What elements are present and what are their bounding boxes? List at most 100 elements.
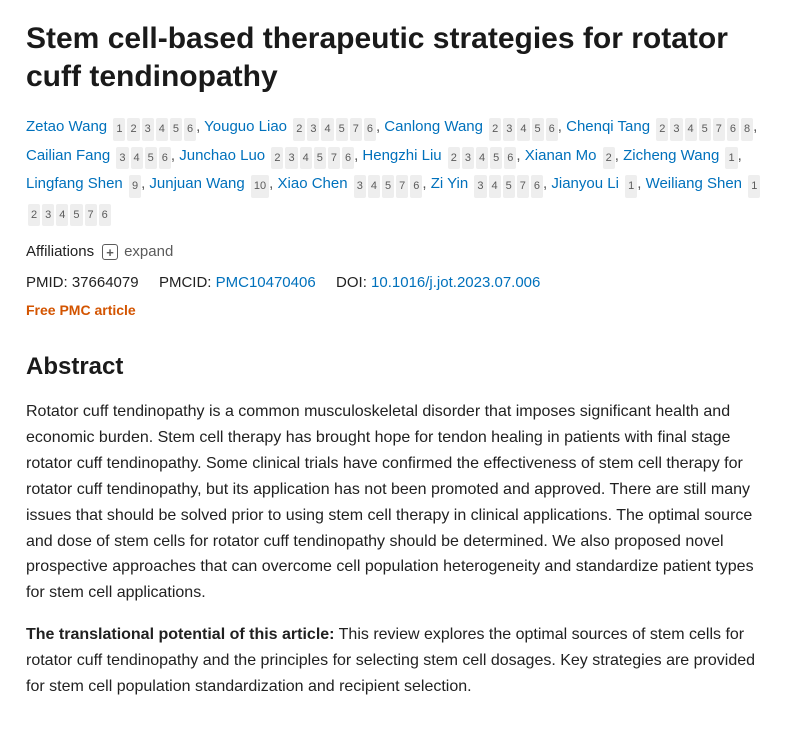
expand-affiliations-button[interactable]: + expand [102, 241, 173, 264]
affiliation-number: 4 [517, 118, 529, 141]
affiliations-row: Affiliations + expand [26, 241, 774, 264]
abstract-heading: Abstract [26, 349, 774, 385]
identifiers-row: PMID: 37664079 PMCID: PMC10470406 DOI: 1… [26, 272, 774, 295]
author-link[interactable]: Canlong Wang [384, 118, 483, 135]
affiliation-number: 5 [336, 118, 348, 141]
affiliation-number: 5 [699, 118, 711, 141]
author-link[interactable]: Jianyou Li [551, 175, 619, 192]
article-title: Stem cell-based therapeutic strategies f… [26, 20, 774, 95]
affiliation-number: 5 [532, 118, 544, 141]
author-link[interactable]: Zicheng Wang [623, 147, 719, 164]
affiliation-number: 4 [476, 147, 488, 170]
affiliation-number: 3 [116, 147, 128, 170]
affiliation-number: 10 [251, 175, 269, 198]
affiliation-number: 4 [685, 118, 697, 141]
affiliation-number: 4 [156, 118, 168, 141]
affiliation-number: 5 [314, 147, 326, 170]
author-link[interactable]: Chenqi Tang [566, 118, 650, 135]
affiliation-number: 6 [342, 147, 354, 170]
doi-label: DOI: [336, 274, 367, 291]
affiliation-number: 5 [503, 175, 515, 198]
affiliation-number: 3 [42, 204, 54, 227]
abstract-paragraph-1: Rotator cuff tendinopathy is a common mu… [26, 399, 774, 606]
author-link[interactable]: Xianan Mo [525, 147, 597, 164]
affiliation-number: 7 [713, 118, 725, 141]
affiliations-label: Affiliations [26, 241, 94, 264]
free-pmc-badge: Free PMC article [26, 300, 774, 321]
affiliation-number: 2 [448, 147, 460, 170]
affiliation-number: 5 [170, 118, 182, 141]
affiliation-number: 2 [127, 118, 139, 141]
affiliation-number: 2 [656, 118, 668, 141]
affiliation-number: 7 [517, 175, 529, 198]
affiliation-number: 3 [474, 175, 486, 198]
affiliation-number: 7 [350, 118, 362, 141]
affiliation-number: 3 [670, 118, 682, 141]
affiliation-number: 3 [503, 118, 515, 141]
affiliation-number: 6 [159, 147, 171, 170]
author-link[interactable]: Youguo Liao [204, 118, 287, 135]
affiliation-number: 4 [489, 175, 501, 198]
affiliation-number: 6 [504, 147, 516, 170]
affiliation-number: 4 [368, 175, 380, 198]
affiliation-number: 7 [328, 147, 340, 170]
author-separator: , [171, 147, 179, 164]
affiliation-number: 2 [603, 147, 615, 170]
affiliation-number: 3 [462, 147, 474, 170]
affiliation-number: 2 [28, 204, 40, 227]
affiliation-number: 8 [741, 118, 753, 141]
author-separator: , [753, 118, 757, 135]
author-separator: , [637, 175, 645, 192]
doi-link[interactable]: 10.1016/j.jot.2023.07.006 [371, 274, 540, 291]
affiliation-number: 3 [142, 118, 154, 141]
affiliation-number: 5 [382, 175, 394, 198]
author-separator: , [516, 147, 524, 164]
author-link[interactable]: Cailian Fang [26, 147, 110, 164]
pmcid-label: PMCID: [159, 274, 212, 291]
pmid-value: 37664079 [72, 274, 139, 291]
expand-label: expand [124, 241, 173, 264]
affiliation-number: 4 [131, 147, 143, 170]
affiliation-number: 4 [321, 118, 333, 141]
author-link[interactable]: Hengzhi Liu [362, 147, 441, 164]
affiliation-number: 4 [56, 204, 68, 227]
author-link[interactable]: Zetao Wang [26, 118, 107, 135]
affiliation-number: 1 [748, 175, 760, 198]
pmcid-link[interactable]: PMC10470406 [216, 274, 316, 291]
author-link[interactable]: Lingfang Shen [26, 175, 123, 192]
author-separator: , [422, 175, 430, 192]
affiliation-number: 1 [625, 175, 637, 198]
author-link[interactable]: Zi Yin [431, 175, 469, 192]
affiliation-number: 6 [531, 175, 543, 198]
author-separator: , [269, 175, 277, 192]
affiliation-number: 2 [489, 118, 501, 141]
affiliation-number: 6 [184, 118, 196, 141]
affiliation-number: 6 [364, 118, 376, 141]
affiliation-number: 3 [354, 175, 366, 198]
plus-icon: + [102, 244, 118, 260]
affiliation-number: 6 [99, 204, 111, 227]
affiliation-number: 7 [396, 175, 408, 198]
affiliation-number: 5 [70, 204, 82, 227]
affiliation-number: 5 [145, 147, 157, 170]
affiliation-number: 1 [725, 147, 737, 170]
authors-list: Zetao Wang 123456, Youguo Liao 234576, C… [26, 113, 774, 227]
affiliation-number: 5 [490, 147, 502, 170]
affiliation-number: 6 [727, 118, 739, 141]
affiliation-number: 2 [271, 147, 283, 170]
affiliation-number: 4 [300, 147, 312, 170]
author-link[interactable]: Weiliang Shen [646, 175, 742, 192]
abstract-paragraph-2: The translational potential of this arti… [26, 622, 774, 700]
author-separator: , [738, 147, 742, 164]
author-separator: , [558, 118, 566, 135]
affiliation-number: 7 [85, 204, 97, 227]
author-link[interactable]: Junjuan Wang [149, 175, 244, 192]
pmid-label: PMID: [26, 274, 68, 291]
affiliation-number: 3 [307, 118, 319, 141]
affiliation-number: 1 [113, 118, 125, 141]
author-separator: , [196, 118, 204, 135]
author-link[interactable]: Junchao Luo [179, 147, 265, 164]
affiliation-number: 6 [546, 118, 558, 141]
affiliation-number: 9 [129, 175, 141, 198]
author-link[interactable]: Xiao Chen [278, 175, 348, 192]
